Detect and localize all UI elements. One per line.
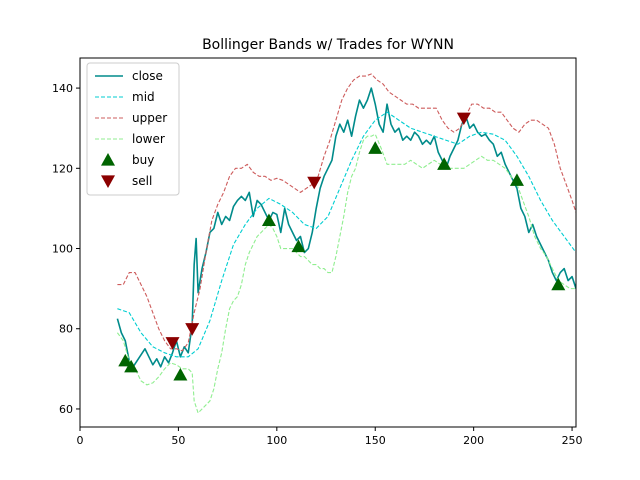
x-tick-label-100: 100 [266,434,287,447]
x-tick-label-150: 150 [365,434,386,447]
y-tick-label-80: 80 [59,323,73,336]
plot-area [116,73,576,414]
buy-marker-6 [437,157,452,170]
axes: 0 50 100 150 200 250 60 80 100 120 140 [52,82,583,447]
legend-lower-label: lower [132,132,165,146]
buy-marker-2 [173,367,188,381]
y-tick-label-60: 60 [59,403,73,416]
buy-marker-7 [509,173,524,186]
series-lower-line [116,133,576,414]
x-tick-label-200: 200 [463,434,484,447]
legend-mid-label: mid [132,90,155,104]
legend-sell-label: sell [132,174,152,188]
sell-marker-3 [456,112,471,126]
x-tick-label-250: 250 [562,434,583,447]
y-tick-label-140: 140 [52,82,73,95]
legend-sell-swatch [101,175,115,188]
buy-marker-3 [261,213,276,227]
buy-marker-8 [551,277,566,291]
buy-marker-0 [118,353,133,367]
y-tick-label-100: 100 [52,243,73,256]
buy-marker-5 [368,141,383,154]
chart-title: Bollinger Bands w/ Trades for WYNN [202,37,454,53]
legend: close mid upper lower buy sell [86,62,180,196]
series-mid-line [117,111,576,358]
buy-marker-4 [291,239,306,253]
legend-buy-label: buy [132,153,154,167]
legend-buy-swatch [101,153,115,166]
sell-marker-0 [165,337,180,350]
x-tick-label-50: 50 [171,434,185,447]
sell-marker-1 [185,323,200,336]
series-close-line [116,87,576,368]
legend-upper-label: upper [132,111,167,125]
y-tick-label-120: 120 [52,162,73,175]
sell-marker-2 [307,176,322,190]
legend-close-label: close [132,69,163,83]
x-tick-label-0: 0 [77,434,84,447]
plot-frame [79,57,577,428]
buy-marker-1 [124,359,139,373]
series-upper-line [117,73,576,352]
